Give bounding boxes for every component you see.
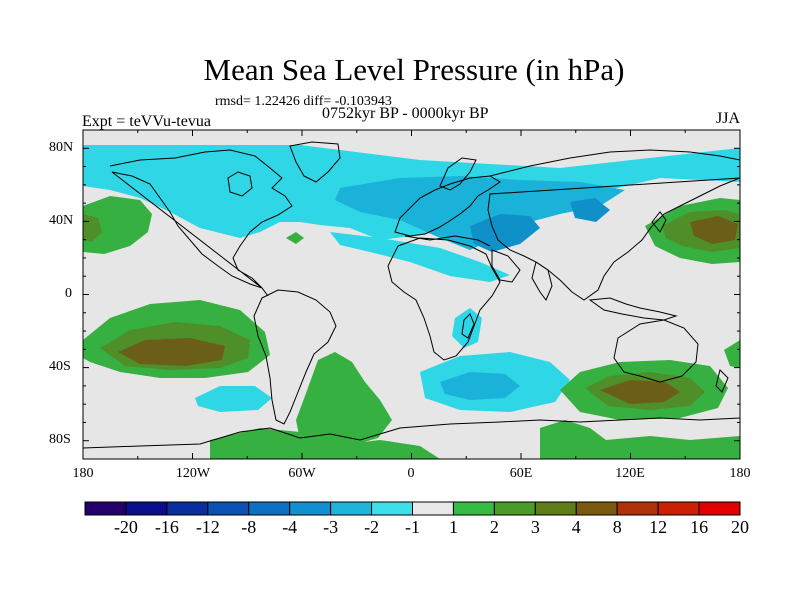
lon-label-120e: 120E [615,466,645,481]
colorbar-swatch [493,501,536,516]
colorbar-label: 3 [530,517,540,537]
colorbar-swatch [289,501,332,516]
north-africa-negative [330,232,510,282]
colorbar-swatch [125,501,168,516]
season-label: JJA [716,110,741,127]
atlantic-small-positive [286,232,304,244]
colorbar-swatch [166,501,209,516]
mediterranean-coast [404,235,491,247]
colorbar-label: 4 [571,517,581,537]
colorbar-swatch [371,501,413,516]
antarctic-positive [210,428,440,459]
map-title: Mean Sea Level Pressure (in hPa) [203,52,625,87]
stats-text: rmsd= 1.22426 diff= -0.103943 [215,94,392,109]
lon-label-180e: 180 [729,466,751,481]
australia-coast [613,319,699,383]
colorbar-label: 16 [690,517,709,537]
hudson-bay-coast [227,171,253,197]
positive-anomaly-regions [83,196,740,459]
colorbar-label: 12 [649,517,668,537]
south-atlantic-positive [296,352,392,448]
colorbar-swatch [534,501,577,516]
europe-coast [394,175,501,237]
scandinavia-coast [439,157,477,191]
north-pacific-east-positive [83,196,152,254]
south-pacific-positive-max [118,338,225,366]
lon-label-120w: 120W [175,466,211,481]
lat-label-40n: 40N [49,213,74,228]
negative-anomaly-regions [83,145,740,412]
colorbar-label: -1 [405,517,420,537]
antarctica-coast [83,417,740,449]
colorbar-swatch [330,501,373,516]
north-america-coast [109,149,293,297]
antarctic-east-positive [540,420,740,459]
experiment-label: Expt = teVVu-tevua [82,113,211,130]
india-coast [531,261,553,301]
colorbar-swatch [698,501,741,516]
madagascar-negative [452,308,482,348]
south-america-coast [253,289,337,425]
colorbar-label: -8 [241,517,257,537]
lon-label-0: 0 [407,466,415,481]
arabia-coast [491,249,521,283]
colorbar-swatch [575,501,618,516]
colorbar-swatch [412,501,454,516]
south-pacific-negative [195,386,272,412]
central-asia-negative-max [470,214,540,252]
colorbar-label: -12 [195,517,220,537]
coastlines [83,141,740,449]
lat-label-0: 0 [65,286,72,301]
colorbar-label: -3 [323,517,339,537]
colorbar-label: -2 [364,517,380,537]
new-zealand-coast [715,369,729,393]
lon-label-60w: 60W [288,466,316,481]
lat-label-40s: 40S [49,359,71,374]
north-pacific-west-positive-max [690,216,738,244]
colorbar-swatch [657,501,700,516]
lat-label-80n: 80N [49,140,74,155]
colorbar-label: 20 [731,517,749,537]
indonesia-coast [588,297,678,321]
siberia-negative-max [570,198,610,222]
colorbar-label: 8 [612,517,622,537]
period-label: 0752kyr BP - 0000kyr BP [322,105,489,122]
colorbar-label: 1 [448,517,458,537]
map-plot-area [83,130,740,459]
asia-coast [487,149,740,301]
colorbar-swatch [616,501,659,516]
madagascar-coast [461,313,475,339]
colorbar-label: 2 [489,517,499,537]
eurasia-negative-core [335,176,625,250]
south-indian-positive-max [600,380,680,404]
lat-label-80s: 80S [49,432,71,447]
lon-label-180w: 180 [72,466,94,481]
colorbar-swatch [207,501,250,516]
colorbar-label: -20 [113,517,138,537]
colorbar-swatch [84,501,127,516]
colorbar-swatch [248,501,291,516]
japan-coast [651,211,667,233]
africa-coast [387,237,501,361]
lon-label-60e: 60E [509,466,533,481]
colorbar-label: -16 [154,517,179,537]
axis-ticks [82,129,741,460]
greenland-coast [289,141,341,183]
colorbar-swatch [452,501,495,516]
colorbar [84,501,741,516]
tropical-east-pacific-positive [724,340,740,368]
southern-ocean-negative-core [440,372,520,400]
colorbar-label: -4 [282,517,298,537]
